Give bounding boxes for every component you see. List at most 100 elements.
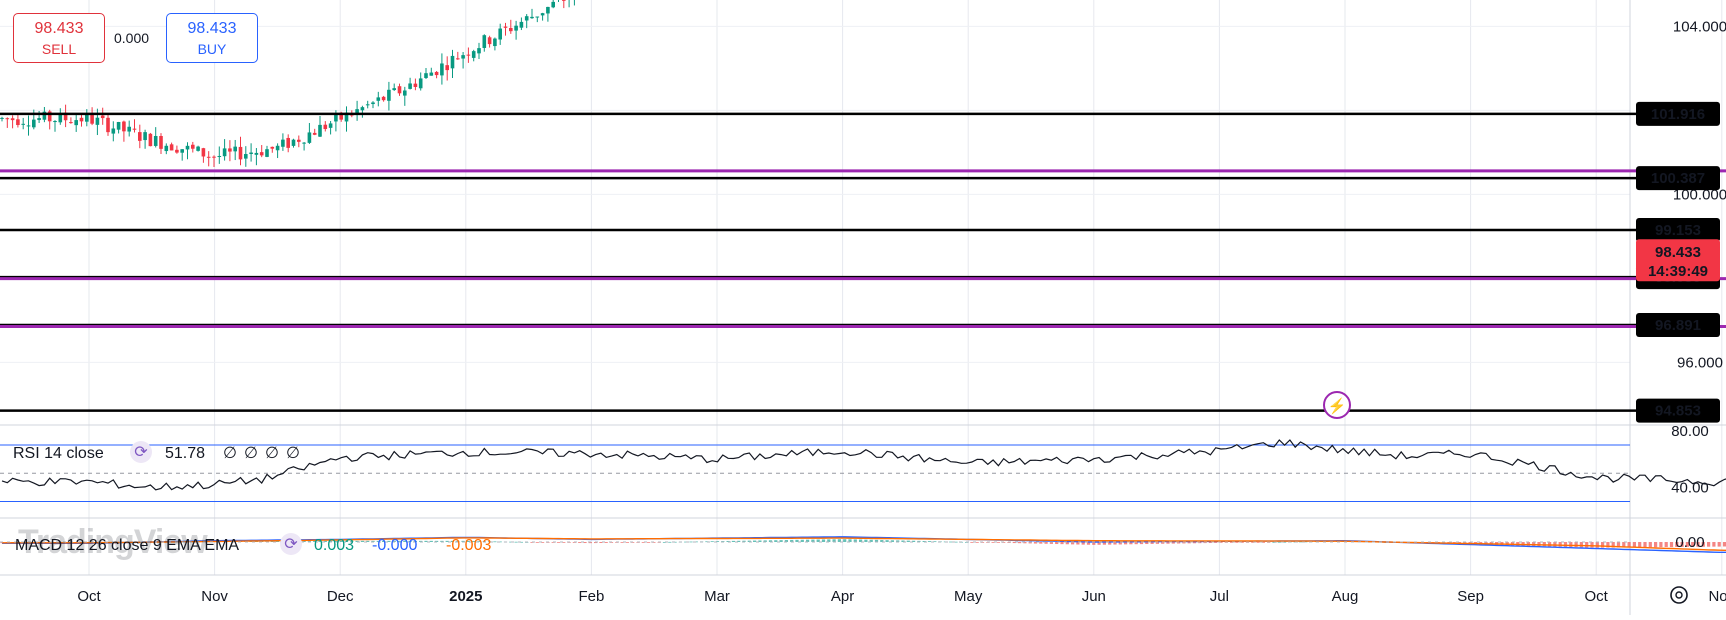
macd-histogram-bar [822, 539, 825, 542]
macd-histogram-bar [997, 542, 1000, 543]
macd-histogram-bar [647, 542, 650, 543]
sell-button[interactable]: 98.433 SELL [13, 13, 105, 63]
candle-body [414, 84, 418, 87]
macd-histogram-bar [864, 540, 867, 542]
time-axis-label: Aug [1332, 588, 1359, 605]
macd-histogram-bar [1559, 542, 1562, 547]
macd-histogram-bar [1553, 542, 1556, 547]
candle-body [302, 143, 306, 144]
candle-body [265, 149, 269, 157]
bar-countdown-label: 14:39:49 [1648, 263, 1708, 280]
price-tick-label: 96.000 [1677, 354, 1723, 371]
candle-body [271, 147, 275, 149]
candle-body [16, 119, 20, 125]
macd-histogram-bar [1569, 542, 1572, 547]
macd-histogram-bar [536, 542, 539, 543]
macd-histogram-bar [668, 542, 671, 543]
candle-body [546, 7, 550, 13]
macd-histogram-bar [1596, 542, 1599, 548]
macd-histogram-bar [1039, 542, 1042, 544]
candle-body [80, 118, 84, 122]
rsi-tick-label: 80.00 [1671, 423, 1709, 440]
macd-refresh-glyph-icon: ⟳ [284, 536, 298, 553]
candle-body [408, 83, 412, 88]
candle-body [451, 56, 455, 68]
candle-body [483, 35, 487, 48]
candle-body [297, 140, 301, 142]
rsi-extra-value: ∅ [223, 445, 237, 462]
candle-body [377, 97, 381, 100]
macd-histogram-bar [1643, 542, 1646, 547]
candle-body [133, 129, 137, 130]
candle-body [334, 114, 338, 121]
candles-group [0, 0, 1726, 335]
candle-body [233, 147, 237, 152]
macd-histogram-bar [493, 541, 496, 542]
macd-histogram-bar [515, 542, 518, 543]
candle-body [170, 144, 174, 150]
candle-body [403, 90, 407, 95]
level-tag-label: 101.916 [1651, 106, 1705, 123]
macd-histogram-bar [711, 541, 714, 542]
candle-body [318, 125, 322, 137]
candle-body [493, 39, 497, 46]
macd-histogram-bar [1580, 542, 1583, 547]
macd-histogram-bar [1670, 542, 1673, 547]
macd-histogram-bar [626, 542, 629, 543]
candle-body [106, 118, 110, 132]
candle-body [371, 102, 375, 104]
macd-value: -0.003 [446, 537, 491, 554]
macd-histogram-bar [976, 542, 979, 543]
lightning-glyph-icon: ⚡ [1328, 397, 1347, 415]
candle-body [361, 107, 365, 110]
price-tick-label: 104.000 [1673, 18, 1726, 35]
buy-button[interactable]: 98.433 BUY [166, 13, 258, 63]
candle-body [212, 157, 216, 158]
candle-body [276, 146, 280, 150]
candle-body [435, 72, 439, 75]
time-axis-label: Feb [578, 588, 604, 605]
candle-body [387, 90, 391, 101]
macd-histogram-bar [843, 539, 846, 542]
macd-histogram-bar [1590, 542, 1593, 548]
candle-body [514, 26, 518, 31]
macd-histogram-bar [928, 541, 931, 542]
macd-histogram-bar [1537, 542, 1540, 546]
macd-histogram-bar [1564, 542, 1567, 547]
candle-body [165, 146, 169, 151]
macd-histogram-bar [1585, 542, 1588, 547]
rsi-extra-value: ∅ [265, 445, 279, 462]
candle-body [260, 152, 264, 155]
candle-body [430, 73, 434, 76]
candle-body [541, 13, 545, 15]
candle-body [0, 118, 4, 119]
candle-body [392, 88, 396, 90]
candle-body [112, 128, 116, 133]
macd-histogram-bar [753, 541, 756, 542]
level-tag-label: 100.387 [1651, 170, 1705, 187]
candle-body [286, 138, 290, 148]
spread-value: 0.000 [114, 30, 149, 46]
macd-histogram-bar [1257, 542, 1260, 543]
candle-body [520, 22, 524, 28]
candle-body [467, 55, 471, 56]
candle-body [440, 63, 444, 75]
chart-settings-icon[interactable] [1671, 587, 1687, 603]
macd-histogram-bar [1543, 542, 1546, 546]
candle-body [53, 121, 57, 122]
candle-body [239, 147, 243, 159]
time-axis-label: Jun [1082, 588, 1106, 605]
candle-body [445, 65, 449, 70]
rsi-value: 51.78 [165, 445, 205, 462]
candle-body [324, 125, 328, 129]
macd-histogram-bar [1214, 542, 1217, 543]
candle-body [69, 122, 73, 123]
candle-body [37, 118, 41, 120]
candle-body [472, 51, 476, 58]
macd-histogram-bar [430, 541, 433, 542]
time-axis-label: May [954, 588, 983, 605]
candle-body [138, 132, 142, 141]
macd-histogram-bar [1654, 542, 1657, 547]
